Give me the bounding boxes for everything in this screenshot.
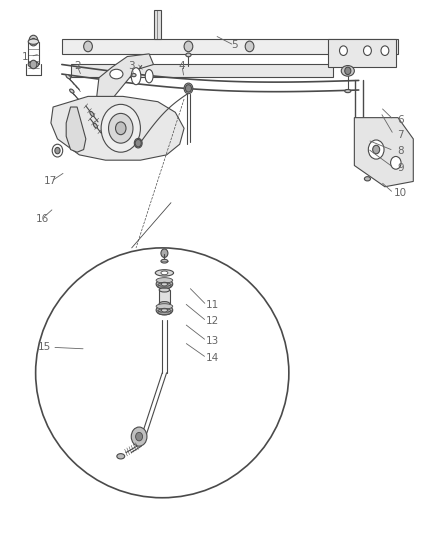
Text: 17: 17 — [44, 176, 57, 187]
Ellipse shape — [132, 74, 136, 77]
Circle shape — [368, 140, 384, 159]
Circle shape — [381, 46, 389, 55]
Text: 2: 2 — [74, 61, 81, 70]
Text: 11: 11 — [206, 300, 219, 310]
Ellipse shape — [145, 69, 153, 83]
Ellipse shape — [35, 248, 289, 498]
Ellipse shape — [90, 111, 94, 116]
Text: 10: 10 — [394, 188, 407, 198]
Ellipse shape — [159, 302, 170, 306]
Ellipse shape — [345, 90, 351, 93]
Circle shape — [185, 85, 191, 92]
Circle shape — [184, 41, 193, 52]
Ellipse shape — [66, 75, 71, 79]
Ellipse shape — [156, 279, 173, 289]
Circle shape — [373, 146, 380, 154]
Circle shape — [136, 432, 143, 441]
Circle shape — [161, 249, 168, 257]
Circle shape — [345, 67, 351, 75]
Circle shape — [245, 41, 254, 52]
Ellipse shape — [155, 270, 173, 276]
Circle shape — [52, 144, 63, 157]
Polygon shape — [66, 107, 86, 152]
Ellipse shape — [161, 308, 167, 312]
Ellipse shape — [156, 278, 173, 283]
Polygon shape — [97, 54, 153, 96]
Ellipse shape — [184, 83, 193, 94]
Ellipse shape — [28, 39, 39, 44]
Ellipse shape — [161, 271, 168, 274]
Ellipse shape — [110, 69, 123, 79]
Text: 5: 5 — [231, 41, 237, 50]
Circle shape — [29, 35, 38, 46]
Ellipse shape — [161, 282, 167, 286]
Ellipse shape — [156, 305, 173, 315]
Circle shape — [84, 41, 92, 52]
Polygon shape — [328, 39, 396, 67]
Circle shape — [30, 60, 37, 69]
Text: 1: 1 — [21, 52, 28, 61]
Polygon shape — [62, 39, 398, 54]
Ellipse shape — [161, 260, 168, 263]
Ellipse shape — [93, 123, 97, 128]
Text: 16: 16 — [35, 214, 49, 224]
Ellipse shape — [159, 288, 170, 292]
Text: 3: 3 — [128, 61, 135, 70]
Polygon shape — [51, 96, 184, 160]
Text: 12: 12 — [206, 316, 219, 326]
Polygon shape — [71, 64, 332, 77]
Text: 13: 13 — [206, 336, 219, 346]
Text: 7: 7 — [397, 130, 403, 140]
Ellipse shape — [156, 304, 173, 309]
Circle shape — [55, 148, 60, 154]
Circle shape — [339, 46, 347, 55]
Circle shape — [101, 104, 141, 152]
Text: 15: 15 — [38, 342, 51, 352]
Text: 8: 8 — [397, 146, 403, 156]
Circle shape — [109, 114, 133, 143]
Ellipse shape — [364, 176, 371, 181]
Ellipse shape — [131, 68, 141, 85]
Circle shape — [116, 122, 126, 135]
Polygon shape — [159, 290, 170, 304]
Circle shape — [364, 46, 371, 55]
Text: 4: 4 — [179, 61, 185, 70]
Ellipse shape — [186, 53, 191, 57]
Ellipse shape — [341, 66, 354, 76]
Text: 9: 9 — [397, 163, 403, 173]
Ellipse shape — [134, 139, 142, 148]
Ellipse shape — [158, 311, 171, 315]
Text: 14: 14 — [206, 353, 219, 363]
Ellipse shape — [158, 285, 171, 289]
Ellipse shape — [117, 454, 125, 459]
Circle shape — [32, 38, 35, 43]
Bar — [153, 10, 161, 39]
Polygon shape — [354, 118, 413, 187]
Circle shape — [135, 140, 141, 147]
Ellipse shape — [28, 61, 39, 68]
Circle shape — [391, 157, 401, 169]
Ellipse shape — [70, 89, 74, 93]
Circle shape — [131, 427, 147, 446]
Text: 6: 6 — [397, 115, 403, 125]
